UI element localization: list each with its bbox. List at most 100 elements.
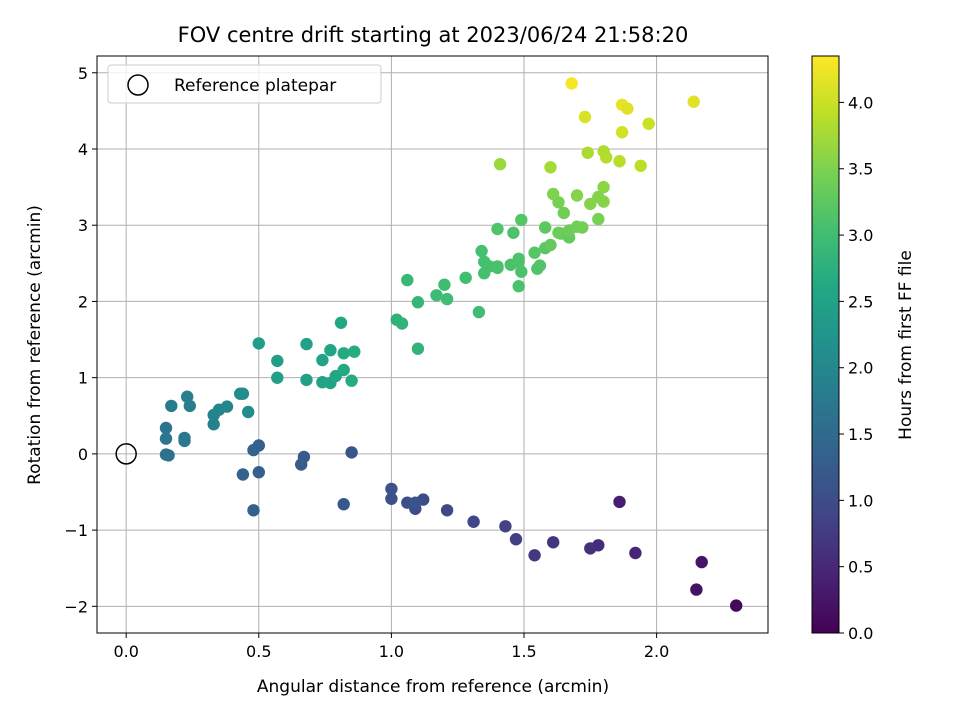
data-point [324, 344, 337, 357]
colorbar-ticks: 0.0 0.5 1.0 1.5 2.0 2.5 3.0 3.5 4.0 [839, 93, 873, 643]
colorbar-tick-label: 0.0 [848, 624, 873, 643]
data-point [316, 353, 329, 367]
data-points [159, 77, 743, 612]
y-axis-label: Rotation from reference (arcmin) [25, 205, 45, 485]
data-point [162, 449, 175, 462]
data-point [597, 180, 610, 194]
colorbar-tick-label: 2.5 [848, 292, 873, 311]
data-point [440, 504, 454, 517]
data-point [430, 289, 443, 302]
data-point [597, 195, 610, 208]
data-point [642, 117, 655, 130]
x-axis-ticks: 0.0 0.5 1.0 1.5 2.0 [113, 633, 669, 661]
colorbar-tick-label: 3.0 [848, 226, 873, 245]
data-point [236, 468, 250, 481]
legend: Reference platepar [107, 64, 382, 104]
data-point [695, 555, 708, 569]
y-tick-label: −2 [64, 597, 88, 616]
data-point [178, 434, 191, 448]
data-point [493, 158, 507, 171]
data-point [337, 363, 350, 377]
data-point [544, 161, 557, 174]
x-tick-label: 0.5 [246, 642, 271, 661]
data-point [547, 536, 560, 549]
data-point [242, 405, 255, 419]
data-point [512, 252, 525, 265]
data-point [539, 221, 552, 234]
data-point [613, 155, 626, 168]
data-point [491, 261, 504, 275]
data-point [613, 495, 626, 509]
colorbar-tick-label: 3.5 [848, 160, 873, 179]
data-point [271, 354, 284, 368]
data-point [440, 292, 454, 306]
colorbar-tick-label: 1.5 [848, 425, 873, 444]
data-point [690, 583, 703, 596]
colorbar-frame [811, 55, 840, 634]
data-point [528, 549, 541, 562]
data-point [565, 77, 578, 90]
data-point [395, 317, 409, 330]
x-axis-label: Angular distance from reference (arcmin) [257, 677, 609, 697]
colorbar-tick-label: 4.0 [848, 93, 873, 112]
data-point [557, 206, 570, 220]
legend-reference-label: Reference platepar [174, 76, 336, 96]
data-point [592, 212, 605, 226]
data-point [629, 546, 642, 560]
data-point [578, 110, 592, 124]
x-tick-label: 1.5 [511, 642, 536, 661]
y-tick-label: 0 [78, 445, 88, 464]
data-point [512, 280, 525, 293]
data-point [345, 374, 358, 387]
data-point [165, 399, 178, 413]
data-point [528, 246, 541, 259]
data-point [159, 421, 173, 435]
y-tick-label: 2 [78, 292, 88, 311]
data-point [634, 159, 647, 172]
data-point [411, 296, 425, 309]
data-point [411, 342, 425, 355]
data-point [401, 273, 414, 287]
data-point [581, 146, 594, 159]
data-point [220, 400, 234, 413]
data-point [247, 504, 260, 517]
data-point [334, 316, 348, 329]
x-tick-label: 2.0 [644, 642, 669, 661]
data-point [491, 222, 504, 236]
data-point [509, 533, 523, 546]
colorbar-tick-label: 0.5 [848, 558, 873, 577]
data-point [570, 189, 584, 202]
colorbar-tick-label: 2.0 [848, 359, 873, 378]
data-point [459, 271, 472, 284]
data-point [236, 387, 250, 400]
data-point [472, 305, 486, 319]
data-point [584, 197, 597, 211]
data-point [271, 371, 284, 384]
data-point [337, 347, 350, 360]
data-point [621, 102, 634, 115]
y-tick-label: −1 [64, 521, 88, 540]
y-axis-ticks: −2 −1 0 1 2 3 4 5 [64, 64, 97, 616]
y-tick-label: 4 [78, 140, 88, 159]
data-point [345, 446, 358, 459]
data-point [348, 345, 361, 358]
data-point [507, 226, 520, 239]
data-point [499, 520, 512, 533]
data-point [533, 259, 547, 272]
y-tick-label: 5 [78, 64, 88, 83]
legend-reference-icon [127, 74, 149, 96]
data-point [475, 244, 488, 258]
data-point [515, 265, 528, 278]
data-point [300, 337, 313, 351]
data-point [515, 213, 528, 227]
data-point [615, 126, 629, 139]
legend-box [107, 64, 382, 104]
data-point [544, 238, 557, 252]
data-point [252, 466, 265, 479]
data-point [687, 95, 700, 108]
x-tick-label: 0.0 [113, 642, 138, 661]
plot-frame [96, 55, 769, 634]
data-point [600, 151, 613, 164]
data-point [467, 515, 480, 528]
colorbar-gradient [812, 56, 839, 633]
